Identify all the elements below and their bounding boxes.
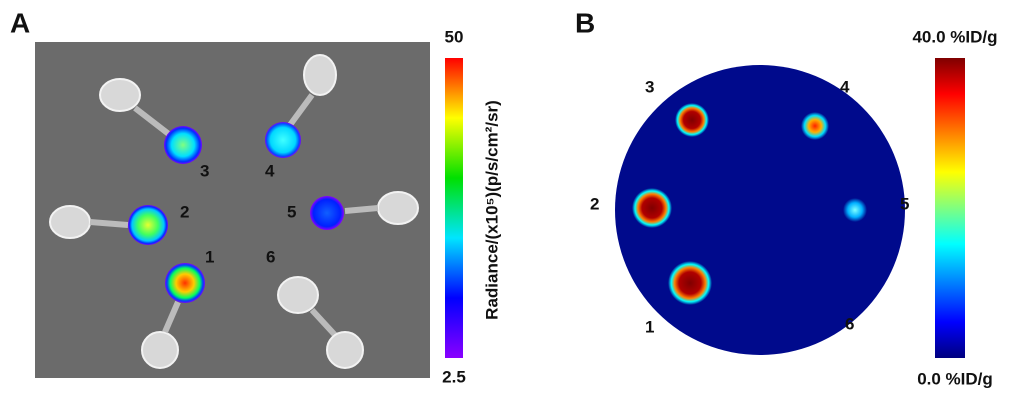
colorbar-title: Radiance/(x10⁵)(p/s/cm²/sr) <box>482 100 501 320</box>
spot-label: 6 <box>845 314 854 333</box>
spot-label: 6 <box>266 247 275 266</box>
spot-label: 4 <box>840 77 850 96</box>
colorbar-max: 50 <box>445 27 464 46</box>
spot-label: 2 <box>590 194 599 213</box>
colorbar <box>935 58 965 358</box>
panel-label: A <box>10 7 30 38</box>
spot-label: 5 <box>900 194 909 213</box>
colorbar-min: 0.0 %ID/g <box>917 369 993 388</box>
figure: A 1 2 3 4 5 6 50 2.5 Radiance/(x10⁵)(p/s… <box>0 0 1029 401</box>
spot-label: 5 <box>287 202 296 221</box>
spot-label: 1 <box>645 317 654 336</box>
colorbar-max: 40.0 %ID/g <box>912 27 997 46</box>
spot-label: 1 <box>205 247 214 266</box>
spot-label: 3 <box>200 161 209 180</box>
colorbar <box>445 58 463 358</box>
colorbar-min: 2.5 <box>442 367 466 386</box>
spot-label: 4 <box>265 161 275 180</box>
spot-label: 3 <box>645 77 654 96</box>
panel-label: B <box>575 7 595 38</box>
spot-label: 2 <box>180 202 189 221</box>
